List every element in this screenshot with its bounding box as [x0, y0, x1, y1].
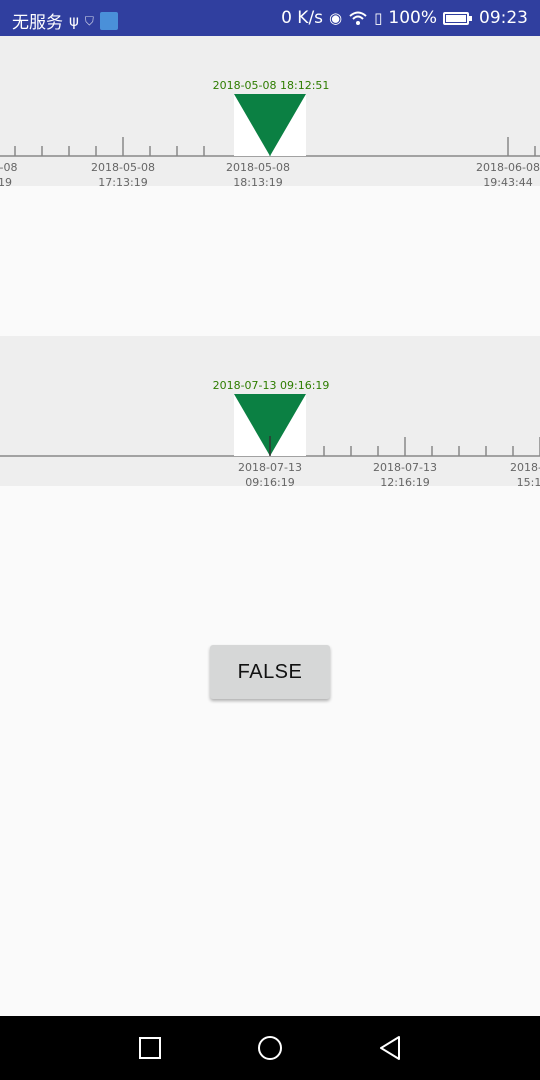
usb-icon: ψ [69, 11, 79, 30]
recents-button[interactable] [110, 1016, 190, 1080]
wifi-icon [349, 11, 367, 25]
tick-date: 2018-07-13 [373, 461, 437, 474]
timeline-1-canvas: 2018-05-08 18:12:51 5-08 19 2018-05-08 1… [0, 79, 540, 186]
status-bar: 无服务 ψ ⛉ 0 K/s ◉ ▯ 100% 09:23 [0, 0, 540, 36]
minor-ticks [14, 146, 536, 156]
battery-icon [443, 11, 472, 25]
tick-date: 5-08 [0, 161, 17, 174]
navigation-bar [0, 1016, 540, 1080]
timeline-2[interactable]: 2018-07-13 09:16:19 2018-07-13 09:16:19 … [0, 336, 540, 486]
current-time-label: 2018-05-08 18:12:51 [213, 79, 330, 92]
battery-percent: 100% [388, 8, 437, 28]
tick-date: 2018-05-08 [226, 161, 290, 174]
network-speed: 0 K/s [281, 8, 324, 28]
timeline-1[interactable]: 2018-05-08 18:12:51 5-08 19 2018-05-08 1… [0, 36, 540, 186]
recents-square-icon [139, 1037, 161, 1059]
home-button[interactable] [230, 1016, 310, 1080]
tick-date: 2018-06-08 [476, 161, 540, 174]
clock: 09:23 [479, 8, 528, 28]
alert-icon: ▯ [374, 9, 383, 27]
eye-icon: ◉ [329, 9, 343, 27]
tick-time: 19:43:44 [483, 176, 532, 186]
back-triangle-icon [380, 1036, 400, 1060]
app-icon [99, 11, 118, 30]
tick-time: 12:16:19 [380, 476, 429, 486]
shield-icon: ⛉ [84, 13, 94, 28]
timeline-2-canvas: 2018-07-13 09:16:19 2018-07-13 09:16:19 … [0, 379, 540, 486]
carrier-label: 无服务 [12, 13, 63, 33]
tick-date: 2018-07-13 [238, 461, 302, 474]
tick-time: 17:13:19 [98, 176, 147, 186]
time-marker-triangle[interactable] [234, 394, 306, 456]
tick-time: 09:16:19 [245, 476, 294, 486]
tick-time: 18:13:19 [233, 176, 282, 186]
tick-time: 19 [0, 176, 12, 186]
tick-time: 15:1 [517, 476, 540, 486]
false-button[interactable]: FALSE [210, 645, 330, 699]
home-circle-icon [258, 1036, 282, 1060]
tick-date: 2018- [510, 461, 540, 474]
tick-date: 2018-05-08 [91, 161, 155, 174]
current-time-label: 2018-07-13 09:16:19 [213, 379, 330, 392]
back-button[interactable] [350, 1016, 430, 1080]
